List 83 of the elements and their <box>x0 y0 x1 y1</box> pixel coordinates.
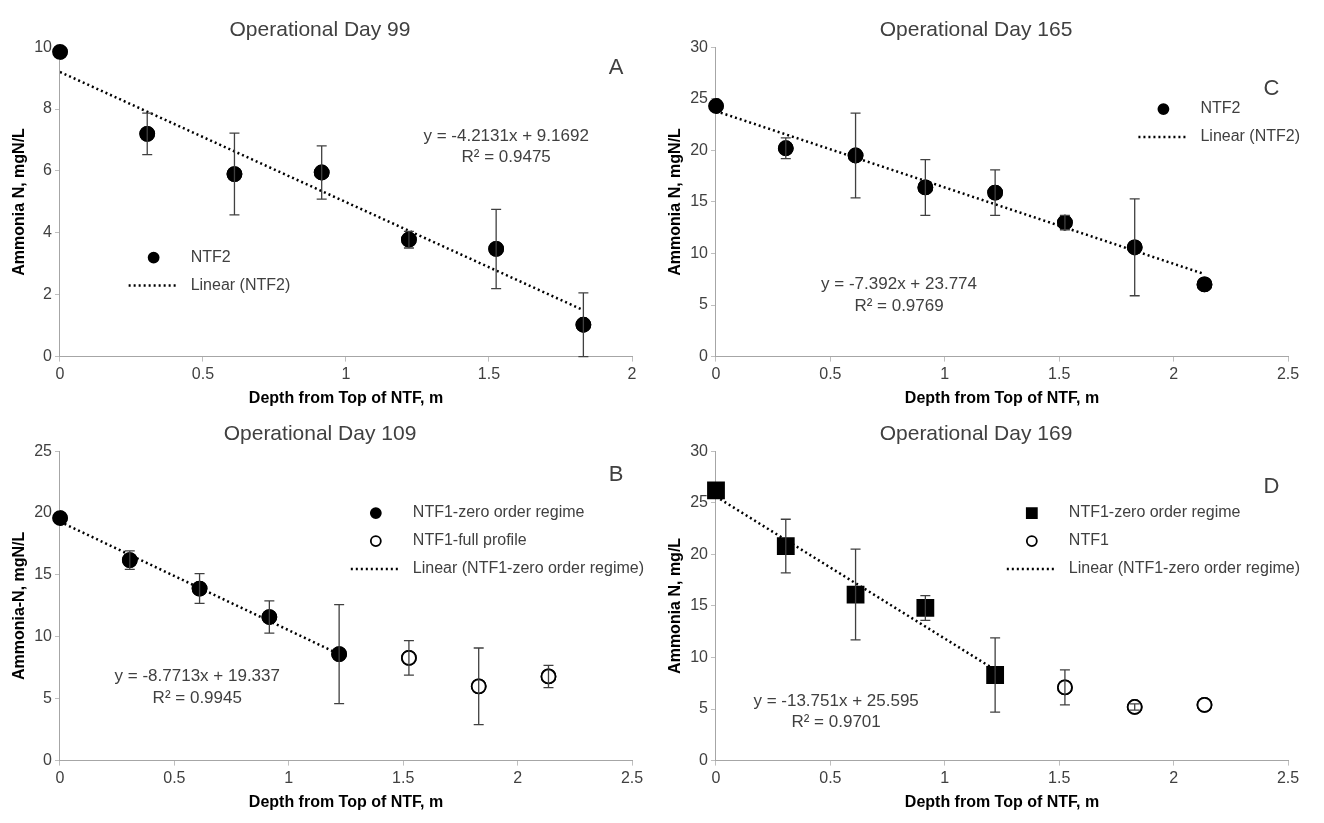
y-axis-title: Ammonia N, mgN/L <box>666 127 684 276</box>
x-tick-label: 1 <box>341 364 351 382</box>
y-tick-label: 0 <box>699 347 709 365</box>
x-tick-label: 2 <box>627 364 637 382</box>
y-tick-label: 2 <box>43 285 53 303</box>
legend-label: Linear (NTF1-zero order regime) <box>1068 559 1301 577</box>
annotation: B <box>608 460 624 486</box>
y-tick-label: 10 <box>34 627 53 645</box>
x-tick-label: 1.5 <box>1048 768 1071 786</box>
chart-title: Operational Day 165 <box>879 17 1073 41</box>
y-tick-label: 8 <box>43 99 53 117</box>
annotation: D <box>1263 473 1280 499</box>
x-tick-label: 2.5 <box>1276 364 1300 382</box>
y-tick-label: 20 <box>34 503 53 521</box>
legend-label: Linear (NTF1-zero order regime) <box>412 559 645 577</box>
y-tick-label: 5 <box>43 689 53 707</box>
x-tick-label: 0.5 <box>819 768 842 786</box>
annotation: R² = 0.9701 <box>791 712 881 732</box>
y-tick-label: 25 <box>690 493 709 511</box>
x-tick-label: 0 <box>711 364 721 382</box>
y-tick-label: 10 <box>690 243 709 261</box>
y-tick-label: 6 <box>43 161 53 179</box>
y-axis-title: Ammonia-N, mgN/L <box>10 531 28 681</box>
y-tick-label: 0 <box>43 751 53 769</box>
y-tick-label: 15 <box>690 596 709 614</box>
y-tick-label: 5 <box>699 699 709 717</box>
y-tick-label: 30 <box>690 37 709 55</box>
y-tick-label: 10 <box>690 647 709 665</box>
y-tick-label: 20 <box>690 544 709 562</box>
legend-label: NTF1-zero order regime <box>412 503 585 521</box>
legend-label: NTF2 <box>1200 99 1241 117</box>
x-tick-label: 0.5 <box>163 768 186 786</box>
y-tick-label: 15 <box>690 192 709 210</box>
y-tick-label: 10 <box>34 37 53 55</box>
x-axis-title: Depth from Top of NTF, m <box>904 792 1100 810</box>
y-tick-label: 25 <box>34 441 53 459</box>
y-tick-label: 0 <box>699 751 709 769</box>
y-axis-title: Ammonia N, mg/L <box>666 537 684 674</box>
x-tick-label: 0 <box>55 768 65 786</box>
annotation: R² = 0.9475 <box>461 147 551 167</box>
annotation: R² = 0.9945 <box>152 687 242 707</box>
legend-label: Linear (NTF2) <box>190 276 291 293</box>
annotation: y = -7.392x + 23.774 <box>821 274 978 294</box>
x-tick-label: 1 <box>940 768 950 786</box>
x-tick-label: 1 <box>940 364 950 382</box>
chart-title: Operational Day 99 <box>229 17 411 41</box>
x-tick-label: 1.5 <box>477 364 501 382</box>
x-tick-label: 2 <box>1169 364 1179 382</box>
x-tick-label: 2.5 <box>1276 768 1300 786</box>
x-axis-title: Depth from Top of NTF, m <box>248 388 444 406</box>
x-axis-title: Depth from Top of NTF, m <box>248 792 444 810</box>
x-tick-label: 1.5 <box>1048 364 1071 382</box>
x-tick-label: 2 <box>1169 768 1179 786</box>
y-tick-label: 5 <box>699 295 709 313</box>
legend-label: NTF1-full profile <box>412 531 527 549</box>
x-tick-label: 2 <box>513 768 523 786</box>
x-tick-label: 0 <box>55 364 65 382</box>
chart-title: Operational Day 109 <box>223 421 417 445</box>
x-tick-label: 0 <box>711 768 721 786</box>
x-tick-label: 2.5 <box>620 768 644 786</box>
annotation: C <box>1263 75 1280 101</box>
annotation: R² = 0.9769 <box>854 296 944 315</box>
legend-label: NTF2 <box>190 248 231 265</box>
legend-label: Linear (NTF2) <box>1200 127 1300 145</box>
y-tick-label: 25 <box>690 89 709 107</box>
y-tick-label: 30 <box>690 441 709 459</box>
annotation: y = -4.2131x + 9.1692 <box>423 125 589 145</box>
y-tick-label: 4 <box>43 223 53 241</box>
annotation: y = -13.751x + 25.595 <box>753 690 919 710</box>
y-axis-title: Ammonia N, mgN/L <box>10 127 28 276</box>
y-tick-label: 0 <box>43 347 53 365</box>
x-tick-label: 0.5 <box>191 364 215 382</box>
chart-title: Operational Day 169 <box>879 421 1073 445</box>
annotation: y = -8.7713x + 19.337 <box>114 665 280 685</box>
y-tick-label: 20 <box>690 140 709 158</box>
y-tick-label: 15 <box>34 565 53 583</box>
x-tick-label: 1 <box>284 768 294 786</box>
x-tick-label: 0.5 <box>819 364 842 382</box>
x-tick-label: 1.5 <box>392 768 415 786</box>
x-axis-title: Depth from Top of NTF, m <box>904 388 1100 406</box>
legend-label: NTF1 <box>1068 531 1109 549</box>
legend-label: NTF1-zero order regime <box>1068 503 1241 521</box>
annotation: A <box>608 53 624 79</box>
